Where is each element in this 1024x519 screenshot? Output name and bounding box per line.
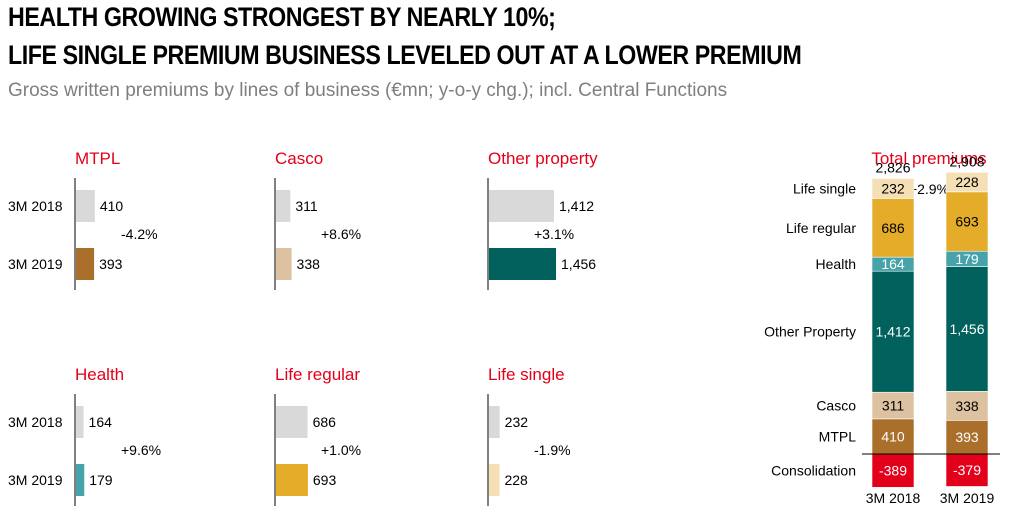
casco-value-label-3m-2019: 338 xyxy=(297,256,321,272)
life-single-title: Life single xyxy=(488,365,565,384)
other-property-title: Other property xyxy=(488,149,598,168)
total-other-property-segment-3m-2018 xyxy=(871,270,915,393)
total-other-property-value-label-3m-2019: 1,456 xyxy=(949,321,984,337)
total-consolidation-value-label-3m-2019: -379 xyxy=(953,462,981,478)
page-title-line-2: LIFE SINGLE PREMIUM BUSINESS LEVELED OUT… xyxy=(8,40,802,70)
total-health-value-label-3m-2019: 179 xyxy=(955,251,979,267)
life-single-value-label-3m-2018: 232 xyxy=(505,414,529,430)
total-legend-health: Health xyxy=(816,256,856,272)
casco-title: Casco xyxy=(275,149,323,168)
total-casco-value-label-3m-2019: 338 xyxy=(955,398,979,414)
other-property-change-label: +3.1% xyxy=(534,226,574,242)
life-single-change-label: -1.9% xyxy=(534,442,571,458)
total-consolidation-value-label-3m-2018: -389 xyxy=(879,463,907,479)
health-title: Health xyxy=(75,365,124,384)
total-consolidation-segment-3m-2018 xyxy=(871,453,915,488)
total-life-regular-value-label-3m-2018: 686 xyxy=(881,220,905,236)
health-category-label-3m-2019: 3M 2019 xyxy=(8,472,63,488)
total-life-single-value-label-3m-2018: 232 xyxy=(881,180,905,196)
total-life-regular-segment-3m-2019 xyxy=(945,191,989,252)
total-category-label-3m-2018: 3M 2018 xyxy=(866,490,921,506)
mtpl-change-label: -4.2% xyxy=(121,226,158,242)
life-single-bar-3m-2019 xyxy=(489,464,500,496)
mtpl-bar-3m-2018 xyxy=(76,190,95,222)
life-regular-title: Life regular xyxy=(275,365,360,384)
total-life-single-value-label-3m-2019: 228 xyxy=(955,174,979,190)
life-single-bar-3m-2018 xyxy=(489,406,500,438)
life-regular-change-label: +1.0% xyxy=(321,442,361,458)
casco-bar-3m-2019 xyxy=(276,248,292,280)
total-legend-mtpl: MTPL xyxy=(819,428,857,444)
total-health-value-label-3m-2018: 164 xyxy=(881,256,905,272)
total-mtpl-segment-3m-2018 xyxy=(871,418,915,455)
casco-change-label: +8.6% xyxy=(321,226,361,242)
total-life-regular-value-label-3m-2019: 693 xyxy=(955,214,979,230)
page-title-line-1: HEALTH GROWING STRONGEST BY NEARLY 10%; xyxy=(8,2,556,32)
life-regular-value-label-3m-2019: 693 xyxy=(313,472,337,488)
total-legend-casco: Casco xyxy=(816,398,856,414)
life-regular-bar-3m-2019 xyxy=(276,464,308,496)
mtpl-category-label-3m-2019: 3M 2019 xyxy=(8,256,63,272)
casco-value-label-3m-2018: 311 xyxy=(295,198,318,214)
other-property-bar-3m-2018 xyxy=(489,190,554,222)
health-bar-3m-2018 xyxy=(76,406,84,438)
life-single-value-label-3m-2019: 228 xyxy=(504,472,528,488)
total-category-label-3m-2019: 3M 2019 xyxy=(940,490,995,506)
total-mtpl-value-label-3m-2018: 410 xyxy=(881,428,905,444)
total-legend-consolidation: Consolidation xyxy=(771,463,856,479)
other-property-bar-3m-2019 xyxy=(489,248,557,280)
health-change-label: +9.6% xyxy=(121,442,161,458)
health-value-label-3m-2019: 179 xyxy=(89,472,113,488)
total-premiums-title: Total premiums xyxy=(871,149,986,168)
total-mtpl-value-label-3m-2019: 393 xyxy=(955,429,979,445)
other-property-value-label-3m-2019: 1,456 xyxy=(561,256,596,272)
total-life-single-segment-3m-2018 xyxy=(871,178,915,199)
total-premiums-change-label: +2.9% xyxy=(909,181,949,197)
page-subtitle: Gross written premiums by lines of busin… xyxy=(8,80,728,101)
mtpl-title: MTPL xyxy=(75,149,120,168)
total-sum-label-3m-2018: 2,826 xyxy=(875,159,910,175)
total-life-single-segment-3m-2019 xyxy=(945,172,989,193)
life-regular-value-label-3m-2018: 686 xyxy=(313,414,337,430)
total-legend-life-single: Life single xyxy=(793,180,856,196)
mtpl-value-label-3m-2018: 410 xyxy=(100,198,124,214)
total-life-regular-segment-3m-2018 xyxy=(871,198,915,258)
mtpl-bar-3m-2019 xyxy=(76,248,95,280)
total-casco-value-label-3m-2018: 311 xyxy=(882,398,905,414)
total-legend-life-regular: Life regular xyxy=(786,220,856,236)
total-legend-other-property: Other Property xyxy=(764,324,856,340)
mtpl-category-label-3m-2018: 3M 2018 xyxy=(8,198,63,214)
total-casco-segment-3m-2019 xyxy=(945,391,989,421)
total-casco-segment-3m-2018 xyxy=(871,391,915,420)
casco-bar-3m-2018 xyxy=(276,190,291,222)
other-property-value-label-3m-2018: 1,412 xyxy=(559,198,594,214)
total-other-property-segment-3m-2019 xyxy=(945,266,989,392)
mtpl-value-label-3m-2019: 393 xyxy=(99,256,123,272)
total-other-property-value-label-3m-2018: 1,412 xyxy=(875,324,910,340)
health-category-label-3m-2018: 3M 2018 xyxy=(8,414,63,430)
total-sum-label-3m-2019: 2,908 xyxy=(949,153,984,169)
health-bar-3m-2019 xyxy=(76,464,85,496)
health-value-label-3m-2018: 164 xyxy=(89,414,113,430)
life-regular-bar-3m-2018 xyxy=(276,406,308,438)
